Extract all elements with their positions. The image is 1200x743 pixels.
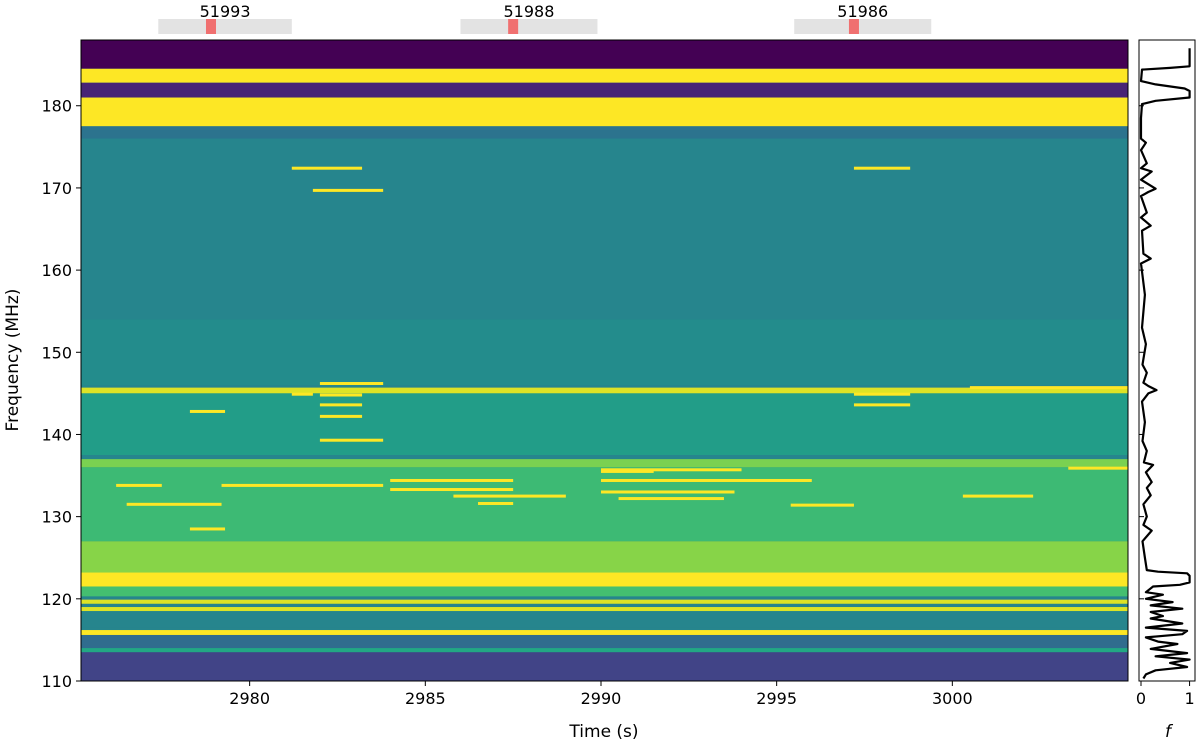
narrowband-segment — [319, 403, 363, 407]
y-axis-label: Frequency (MHz) — [3, 289, 23, 432]
narrowband-segment — [600, 468, 742, 472]
rfi-band — [81, 652, 1128, 681]
y-tick-label: 160 — [41, 261, 72, 280]
rfi-band — [81, 82, 1128, 98]
narrowband-segment — [319, 393, 363, 397]
rfi-band — [81, 68, 1128, 83]
narrowband-segment — [312, 188, 384, 192]
rfi-band — [81, 126, 1128, 139]
narrowband-segment — [478, 501, 514, 505]
rfi-band — [81, 319, 1128, 386]
y-tick-label: 150 — [41, 343, 72, 362]
narrowband-segment — [853, 166, 911, 170]
narrowband-segment — [853, 392, 911, 396]
x-axis-ticks: 2980 2985 2990 2995 3000 — [229, 681, 973, 708]
x-axis-label: Time (s) — [568, 722, 638, 742]
narrowband-segment — [962, 494, 1034, 498]
rfi-band — [81, 648, 1128, 653]
side-x-tick-label: 1 — [1184, 689, 1194, 708]
narrowband-segment — [319, 438, 384, 442]
occupancy-panel — [1139, 48, 1191, 680]
scan-position-marker — [848, 19, 859, 34]
scan-label: 51986 — [837, 2, 888, 21]
x-tick-label: 2995 — [756, 689, 797, 708]
y-tick-label: 170 — [41, 179, 72, 198]
rfi-band — [81, 599, 1128, 604]
narrowband-segment — [291, 392, 313, 396]
main-plot-frame — [80, 39, 1129, 682]
narrowband-segment — [319, 382, 384, 386]
narrowband-segment — [291, 166, 363, 170]
y-tick-label: 110 — [41, 672, 72, 691]
scan-label: 51988 — [504, 2, 555, 21]
rfi-band — [81, 467, 1128, 542]
side-x-tick-label: 0 — [1136, 689, 1146, 708]
narrowband-segment — [390, 478, 514, 482]
y-tick-label: 180 — [41, 97, 72, 116]
y-tick-label: 140 — [41, 425, 72, 444]
y-tick-label: 130 — [41, 508, 72, 527]
rfi-band — [81, 393, 1128, 456]
rfi-band — [81, 97, 1128, 127]
scan-bar — [460, 19, 598, 34]
rfi-band — [81, 607, 1128, 612]
scan-bar — [158, 19, 292, 34]
narrowband-segment — [790, 503, 854, 507]
x-tick-label: 2980 — [229, 689, 270, 708]
rfi-band — [81, 541, 1128, 573]
rfi-band — [81, 630, 1128, 635]
narrowband-segment — [1068, 466, 1128, 470]
narrowband-segment — [390, 488, 514, 492]
narrowband-segment — [453, 494, 566, 498]
narrowband-segment — [189, 409, 226, 413]
scan-bar — [794, 19, 932, 34]
narrowband-segment — [221, 483, 384, 487]
rfi-band — [81, 611, 1128, 628]
rfi-band — [81, 634, 1128, 649]
rfi-band — [81, 572, 1128, 587]
narrowband-segment — [853, 403, 911, 407]
scan-markers: 51993 51988 51986 — [158, 2, 932, 34]
narrowband-segment — [600, 478, 812, 482]
rfi-band — [81, 138, 1128, 320]
narrowband-segment — [319, 414, 363, 418]
rfi-band — [81, 387, 1128, 394]
side-plot-frame — [1138, 39, 1196, 682]
x-tick-label: 2990 — [581, 689, 622, 708]
rfi-band — [81, 459, 1128, 468]
spectrogram-heatmap — [81, 40, 1128, 681]
side-x-axis-label: f — [1165, 722, 1174, 742]
narrowband-segment — [116, 483, 162, 487]
narrowband-segment — [600, 490, 735, 494]
narrowband-segment — [189, 527, 226, 531]
narrowband-segment — [600, 469, 654, 473]
x-tick-label: 3000 — [932, 689, 973, 708]
narrowband-segment — [126, 502, 222, 506]
rfi-band — [81, 586, 1128, 597]
scan-label: 51993 — [200, 2, 251, 21]
narrowband-segment — [969, 386, 1128, 390]
rfi-band — [81, 40, 1128, 69]
scan-position-marker — [508, 19, 519, 34]
scan-position-marker — [205, 19, 216, 34]
narrowband-segment — [618, 497, 724, 501]
occupancy-line — [1139, 48, 1191, 680]
y-tick-label: 120 — [41, 590, 72, 609]
x-tick-label: 2985 — [405, 689, 446, 708]
